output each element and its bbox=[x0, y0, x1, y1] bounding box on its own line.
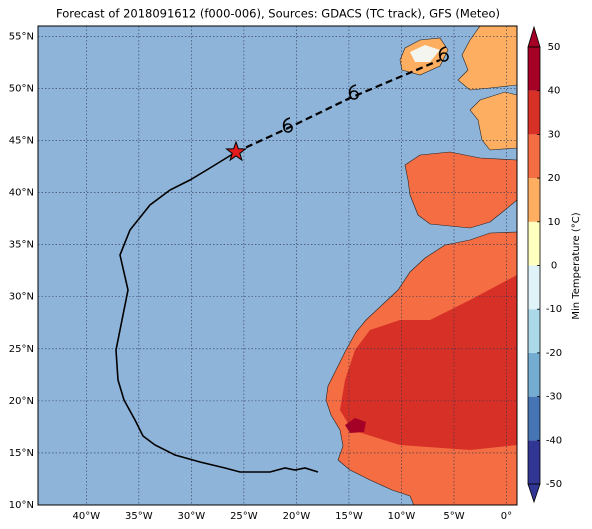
x-tick-label: 15°W bbox=[335, 511, 363, 522]
colorbar-extend-min bbox=[527, 483, 541, 504]
colorbar-tick-label: -50 bbox=[546, 479, 562, 490]
colorbar-tick-label: 10 bbox=[548, 217, 561, 228]
x-tick-label: 25°W bbox=[230, 511, 258, 522]
y-tick-label: 45°N bbox=[9, 136, 34, 147]
colorbar-segment bbox=[528, 90, 540, 135]
cyclone-symbol bbox=[348, 84, 359, 100]
colorbar-segment bbox=[528, 265, 540, 310]
y-tick-label: 50°N bbox=[9, 83, 34, 94]
africa-hot bbox=[345, 418, 366, 433]
colorbar-extend-max bbox=[527, 25, 541, 48]
cyclone-symbols bbox=[282, 46, 449, 133]
colorbar-segment bbox=[528, 440, 540, 484]
colorbar-tick-label: 20 bbox=[548, 173, 561, 184]
y-tick-label: 35°N bbox=[9, 240, 34, 251]
current-position bbox=[225, 140, 247, 162]
colorbar-tick-label: -10 bbox=[546, 304, 562, 315]
grid bbox=[38, 26, 517, 505]
track-forecast bbox=[235, 58, 441, 153]
x-tick-label: 0° bbox=[501, 511, 512, 522]
colorbar-segment bbox=[528, 47, 540, 91]
x-tick-label: 5°W bbox=[443, 511, 464, 522]
colorbar-tick-label: -40 bbox=[546, 435, 562, 446]
y-tick-label: 40°N bbox=[9, 188, 34, 199]
map-frame bbox=[37, 25, 518, 506]
x-tick-label: 10°W bbox=[388, 511, 416, 522]
x-tick-label: 20°W bbox=[283, 511, 311, 522]
colorbar-segment bbox=[528, 309, 540, 353]
colorbar-tick-label: -30 bbox=[546, 392, 562, 403]
africa-warm bbox=[340, 275, 517, 450]
x-tick-label: 35°W bbox=[125, 511, 153, 522]
title: Forecast of 2018091612 (f000-006), Sourc… bbox=[56, 7, 500, 21]
colorbar-segment bbox=[528, 221, 540, 266]
y-tick-label: 20°N bbox=[9, 396, 34, 407]
colorbar-segment bbox=[528, 352, 540, 397]
colorbar-tick-label: -20 bbox=[546, 348, 562, 359]
track-past bbox=[115, 151, 319, 473]
y-tick-label: 25°N bbox=[9, 344, 34, 355]
colorbar-label: Min Temperature (°C) bbox=[571, 212, 582, 319]
colorbar: -50 -40 -30 -20 -10 0 10 20 30 40 50 bbox=[527, 25, 562, 504]
map-area bbox=[38, 26, 517, 505]
y-tick-label: 10°N bbox=[9, 500, 34, 511]
colorbar-segment bbox=[528, 396, 540, 441]
iberia bbox=[404, 151, 517, 229]
y-tick-label: 55°N bbox=[9, 31, 34, 42]
cyclone-symbol bbox=[282, 117, 293, 133]
y-tick-label: 15°N bbox=[9, 448, 34, 459]
colorbar-segment bbox=[528, 134, 540, 179]
x-tick-label: 40°W bbox=[73, 511, 101, 522]
france bbox=[469, 91, 517, 151]
x-tick-label: 30°W bbox=[178, 511, 206, 522]
colorbar-segment bbox=[528, 178, 540, 222]
colorbar-tick-label: 50 bbox=[548, 42, 561, 53]
colorbar-tick-label: 0 bbox=[551, 261, 557, 272]
britain bbox=[457, 26, 517, 91]
cyclone-symbol bbox=[438, 46, 449, 62]
colorbar-tick-label: 30 bbox=[548, 129, 561, 140]
y-tick-label: 30°N bbox=[9, 292, 34, 303]
colorbar-tick-label: 40 bbox=[548, 86, 561, 97]
ireland-cool bbox=[410, 45, 440, 62]
